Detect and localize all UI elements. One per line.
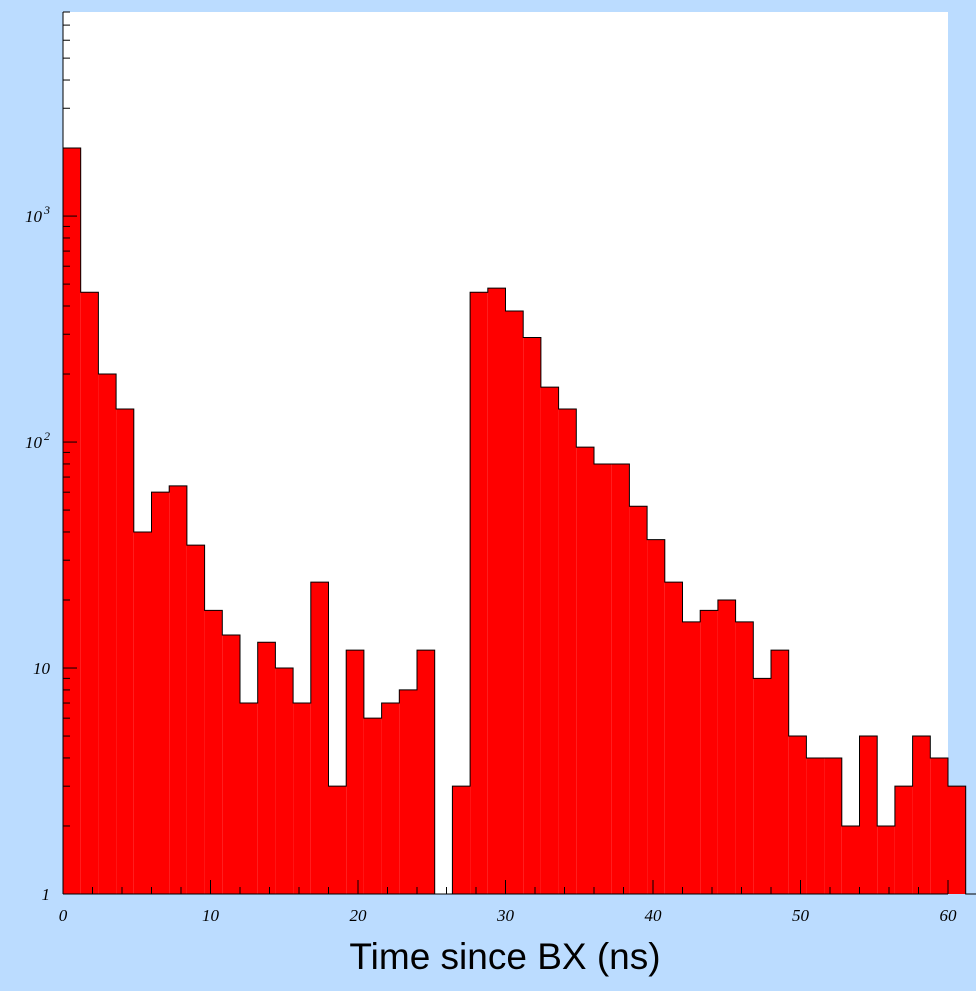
y-tick-label: 10 3 bbox=[25, 203, 50, 226]
histogram-bar bbox=[487, 288, 506, 894]
histogram-bar bbox=[417, 650, 435, 894]
histogram-bar bbox=[363, 718, 382, 894]
histogram-bar bbox=[771, 650, 789, 894]
histogram-bar bbox=[700, 610, 718, 894]
histogram-bar bbox=[98, 374, 117, 894]
histogram-bar bbox=[930, 757, 948, 894]
histogram-bar bbox=[682, 621, 701, 894]
histogram-bar bbox=[151, 492, 170, 894]
histogram-bar bbox=[257, 642, 276, 894]
histogram-bar bbox=[523, 337, 541, 895]
histogram-bar bbox=[841, 825, 860, 894]
histogram-bar bbox=[293, 703, 311, 894]
x-tick-labels: 0 10 20 30 40 50 60 bbox=[59, 906, 957, 925]
y-tick-base: 10 bbox=[25, 207, 43, 226]
histogram-bar bbox=[346, 650, 364, 894]
x-tick-label: 10 bbox=[202, 906, 220, 925]
histogram-bar bbox=[717, 600, 736, 894]
y-tick-label: 10 bbox=[33, 659, 51, 678]
histogram-bar bbox=[80, 292, 99, 894]
x-axis-title: Time since BX (ns) bbox=[349, 936, 660, 977]
x-tick-label: 50 bbox=[792, 906, 810, 925]
histogram-bar bbox=[877, 825, 895, 894]
histogram-bar bbox=[470, 292, 488, 894]
histogram-bar bbox=[788, 736, 807, 894]
histogram-bars bbox=[63, 148, 966, 895]
histogram-bar bbox=[222, 635, 240, 894]
x-tick-label: 60 bbox=[940, 906, 958, 925]
histogram-bar bbox=[735, 621, 754, 894]
histogram-bar bbox=[594, 463, 612, 894]
y-tick-exponent: 2 bbox=[44, 429, 50, 443]
histogram-bar bbox=[540, 387, 559, 894]
histogram-bar bbox=[310, 582, 329, 894]
y-tick-base: 10 bbox=[33, 659, 51, 678]
histogram-bar bbox=[452, 786, 471, 894]
histogram-bar bbox=[204, 610, 223, 894]
histogram-bar bbox=[576, 447, 594, 894]
histogram-bar bbox=[328, 786, 347, 894]
histogram-bar bbox=[240, 703, 258, 894]
histogram-bar bbox=[505, 311, 524, 894]
x-tick-label: 0 bbox=[59, 906, 68, 925]
x-tick-label: 30 bbox=[496, 906, 515, 925]
histogram-bar bbox=[948, 786, 966, 894]
histogram-bar bbox=[133, 531, 152, 894]
y-tick-label: 1 bbox=[42, 885, 51, 904]
x-tick-label: 40 bbox=[645, 906, 663, 925]
x-tick-label: 20 bbox=[350, 906, 368, 925]
axis-ticks bbox=[62, 11, 949, 895]
histogram-bar bbox=[629, 506, 648, 894]
histogram-bar bbox=[912, 736, 931, 894]
y-tick-base: 1 bbox=[42, 885, 51, 904]
histogram-bar bbox=[186, 545, 205, 894]
histogram-bar bbox=[116, 409, 134, 894]
y-tick-label: 10 2 bbox=[25, 429, 50, 452]
histogram-bar bbox=[753, 678, 771, 894]
histogram-bar bbox=[611, 463, 630, 894]
histogram-bar bbox=[275, 668, 294, 894]
histogram-bar bbox=[381, 703, 400, 894]
histogram-bar bbox=[169, 485, 187, 894]
y-tick-base: 10 bbox=[25, 433, 43, 452]
histogram-bar bbox=[558, 409, 577, 894]
histogram-bar bbox=[647, 539, 665, 894]
y-tick-exponent: 3 bbox=[43, 203, 50, 217]
histogram-outline bbox=[63, 147, 976, 895]
histogram-bar bbox=[806, 757, 825, 894]
histogram-bar bbox=[894, 786, 913, 894]
histogram-bar bbox=[859, 736, 878, 894]
histogram-bar bbox=[399, 689, 417, 894]
histogram-bar bbox=[63, 148, 81, 894]
histogram-bar bbox=[824, 757, 842, 894]
histogram-bar bbox=[664, 582, 683, 894]
